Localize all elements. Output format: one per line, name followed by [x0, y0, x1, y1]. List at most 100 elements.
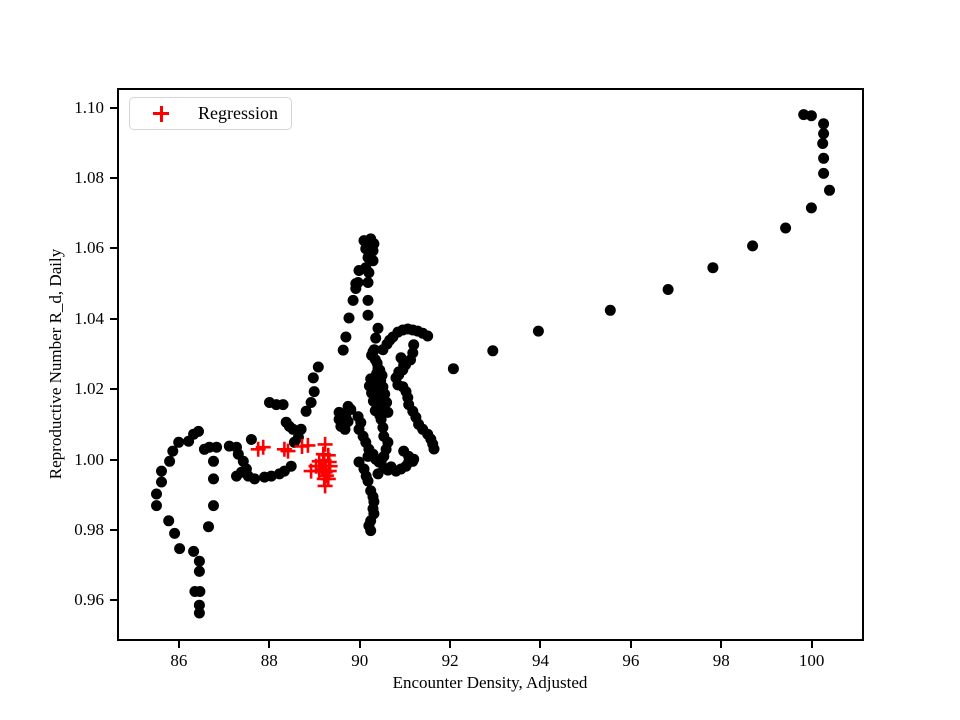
x-tick-mark — [539, 641, 542, 648]
data-point-dot — [167, 445, 179, 457]
data-point-dot — [422, 330, 434, 342]
data-point-dot — [307, 372, 319, 384]
y-tick-mark — [110, 247, 117, 250]
data-point-dot — [365, 525, 377, 537]
data-point-dot — [818, 167, 830, 179]
data-point-dot — [353, 265, 365, 276]
regression-plus-marker — [314, 461, 330, 477]
plot-area: Regression — [117, 88, 864, 641]
data-point-dot — [163, 515, 175, 527]
y-tick-mark — [110, 317, 117, 320]
data-point-dot — [367, 255, 379, 267]
regression-plus-marker — [300, 437, 316, 453]
data-point-dot — [194, 586, 206, 597]
x-tick-mark — [720, 641, 723, 648]
x-tick-label: 100 — [798, 651, 825, 670]
data-point-dot — [375, 413, 387, 425]
data-point-dot — [368, 344, 380, 356]
data-point-dot — [277, 399, 289, 411]
y-tick-mark — [110, 106, 117, 109]
data-point-dot — [362, 475, 374, 487]
data-point-dot — [156, 476, 167, 488]
data-point-dot — [487, 345, 499, 357]
regression-plus-marker — [255, 439, 271, 455]
data-point-dot — [193, 565, 205, 577]
data-point-dot — [287, 423, 299, 435]
x-tick-mark — [810, 641, 813, 648]
x-tick-label: 88 — [260, 651, 278, 670]
y-axis-label: Reproductive Number R_d, Daily — [46, 248, 65, 480]
y-tick-label: 1.06 — [74, 238, 104, 258]
data-point-dot — [231, 470, 242, 482]
x-tick-mark — [177, 641, 180, 648]
data-point-dot — [174, 543, 186, 555]
x-tick-label: 98 — [712, 651, 730, 670]
data-point-dot — [662, 284, 674, 295]
data-point-dot — [747, 240, 759, 252]
data-point-dot — [532, 325, 544, 337]
data-point-dot — [249, 473, 261, 485]
data-point-dot — [798, 109, 810, 121]
y-tick-label: 0.96 — [74, 590, 104, 610]
data-point-dot — [824, 184, 835, 196]
y-tick-label: 1.10 — [74, 97, 104, 117]
data-point-dot — [193, 555, 205, 567]
data-point-dot — [208, 500, 219, 512]
y-tick-mark — [110, 458, 117, 461]
y-tick-mark — [110, 177, 117, 180]
data-point-dot — [340, 331, 352, 343]
data-point-dot — [211, 441, 223, 453]
data-point-dot — [372, 322, 384, 334]
data-point-dot — [164, 455, 176, 467]
x-tick-mark — [449, 641, 452, 648]
data-point-dot — [151, 500, 162, 512]
y-tick-label: 0.98 — [74, 520, 104, 539]
x-tick-label: 92 — [441, 651, 459, 670]
data-point-dot — [604, 304, 616, 316]
data-point-dot — [193, 599, 205, 611]
regression-plus-marker — [317, 436, 333, 452]
data-point-dot — [295, 423, 307, 435]
data-point-dot — [208, 455, 219, 467]
x-tick-label: 86 — [170, 651, 188, 670]
x-tick-label: 90 — [351, 651, 369, 670]
data-point-dot — [343, 312, 355, 324]
data-point-dot — [818, 152, 830, 164]
data-point-dot — [707, 262, 719, 274]
data-point-dot — [350, 283, 362, 294]
data-point-dot — [312, 361, 324, 373]
y-tick-label: 1.08 — [74, 168, 104, 188]
y-tick-mark — [110, 388, 117, 391]
x-tick-mark — [268, 641, 271, 648]
data-point-dot — [308, 386, 320, 398]
scatter-points-canvas — [151, 109, 835, 619]
x-tick-label: 96 — [622, 651, 640, 670]
x-axis-label: Encounter Density, Adjusted — [392, 673, 588, 692]
data-point-dot — [780, 222, 792, 234]
y-tick-mark — [110, 599, 117, 602]
data-point-dot — [156, 465, 167, 477]
data-point-dot — [339, 423, 351, 435]
data-point-dot — [818, 118, 830, 130]
data-point-dot — [408, 453, 420, 465]
data-point-dot — [362, 294, 374, 306]
data-point-dot — [173, 436, 185, 448]
data-point-dot — [300, 405, 312, 417]
data-point-dot — [169, 527, 181, 539]
x-tick-label: 94 — [531, 651, 549, 670]
data-point-dot — [408, 339, 420, 351]
data-point-dot — [817, 138, 829, 149]
y-tick-label: 1.04 — [74, 308, 104, 328]
regression-plus-icon — [152, 105, 170, 123]
x-tick-mark — [358, 641, 361, 648]
y-tick-label: 1.00 — [74, 449, 104, 469]
data-point-dot — [362, 277, 374, 288]
data-point-dot — [183, 435, 195, 447]
data-point-dot — [305, 397, 317, 408]
data-point-dot — [818, 128, 830, 140]
data-point-dot — [151, 488, 162, 500]
data-point-dot — [193, 607, 205, 619]
data-point-dot — [378, 430, 390, 442]
x-tick-mark — [629, 641, 632, 648]
regression-plus-marker — [280, 443, 296, 459]
